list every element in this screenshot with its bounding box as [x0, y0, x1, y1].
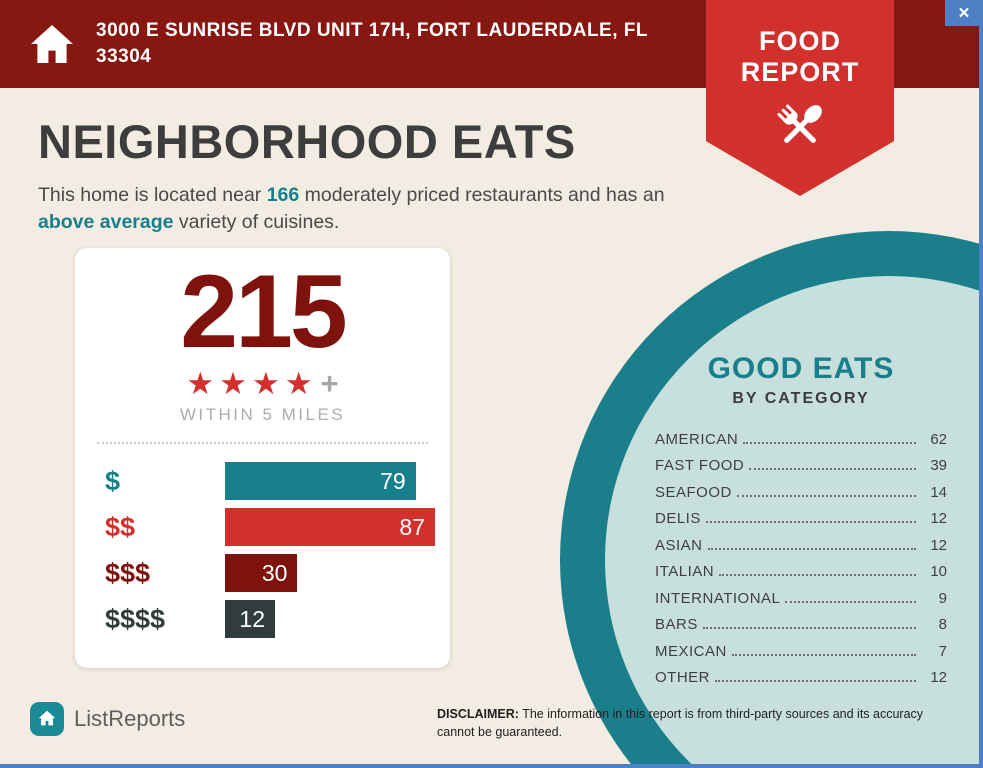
food-report-ribbon: FOOD REPORT — [706, 0, 894, 196]
listreports-logo-icon — [30, 702, 64, 736]
cuisine-name: ASIAN — [655, 536, 703, 554]
dotted-leader — [785, 600, 916, 603]
cuisine-count: 12 — [930, 536, 947, 554]
dotted-leader — [749, 468, 916, 470]
restaurant-stats-card: 215 ★★★★+ WITHIN 5 MILES $ 79 $$ 87 $$$ … — [75, 248, 450, 668]
cuisine-name: AMERICAN — [655, 430, 739, 448]
spoon-fork-icon — [769, 96, 831, 158]
variety-highlight: above average — [38, 211, 174, 234]
page-title: NEIGHBORHOOD EATS — [38, 115, 576, 168]
disclaimer-body: The information in this report is from t… — [437, 707, 924, 739]
cuisine-count: 39 — [930, 457, 947, 474]
cuisine-row: OTHER 12 — [655, 663, 947, 690]
listreports-wordmark: ListReports — [74, 706, 186, 731]
cuisine-count: 12 — [930, 510, 947, 527]
price-tier-label: $$$ — [105, 557, 151, 588]
dotted-leader — [715, 680, 916, 682]
dotted-leader — [707, 547, 916, 550]
cuisine-row: BARS 8 — [655, 610, 947, 637]
price-bar-value: 87 — [399, 513, 425, 540]
cuisine-count: 9 — [938, 589, 947, 607]
price-bar-value: 30 — [261, 559, 288, 586]
cuisine-name: INTERNATIONAL — [655, 589, 781, 607]
cuisine-name: DELIS — [655, 510, 701, 527]
disclaimer-label: DISCLAIMER: — [437, 707, 519, 721]
cuisine-row: ITALIAN 10 — [655, 557, 947, 584]
cuisine-name: BARS — [655, 616, 698, 633]
home-icon — [28, 20, 76, 68]
price-bar-row: $$$$ 12 — [105, 596, 450, 642]
cuisine-name: FAST FOOD — [655, 457, 745, 474]
cuisine-row: ASIAN 12 — [655, 530, 947, 557]
cuisine-row: FAST FOOD 39 — [655, 451, 947, 478]
intro-mid: moderately priced restaurants and has an — [299, 184, 665, 206]
good-eats-list: AMERICAN 62 FAST FOOD 39 SEAFOOD 14 DELI… — [655, 424, 947, 689]
cuisine-row: MEXICAN 7 — [655, 636, 947, 663]
price-tier-label: $ — [105, 465, 121, 496]
cuisine-name: MEXICAN — [655, 642, 727, 660]
radius-label: WITHIN 5 MILES — [179, 405, 346, 424]
price-tier-label: $$ — [105, 511, 136, 542]
cuisine-row: INTERNATIONAL 9 — [655, 583, 947, 610]
cuisine-count: 7 — [938, 642, 947, 660]
window-border-bottom — [0, 764, 983, 768]
ribbon-label-food: FOOD — [759, 26, 841, 56]
close-icon[interactable]: ✕ — [945, 0, 983, 26]
price-tier-label: $$$$ — [105, 603, 166, 634]
price-bar: 30 — [225, 554, 298, 592]
dotted-leader — [719, 574, 916, 576]
price-bar: 79 — [225, 462, 416, 500]
cuisine-count: 8 — [938, 616, 947, 633]
good-eats-subtitle: BY CATEGORY — [732, 390, 870, 407]
cuisine-count: 10 — [930, 563, 947, 580]
star-rating-icons: ★★★★ — [186, 366, 318, 401]
price-bar-value: 79 — [380, 467, 406, 494]
window-border-right — [979, 0, 983, 768]
price-bar-value: 12 — [239, 605, 265, 632]
listreports-brand: ListReports — [30, 702, 185, 736]
cuisine-count: 14 — [930, 483, 947, 501]
cuisine-name: ITALIAN — [655, 563, 715, 580]
cuisine-row: DELIS 12 — [655, 504, 947, 531]
dotted-leader — [705, 521, 916, 523]
dotted-leader — [731, 653, 916, 656]
restaurant-count: 166 — [266, 184, 300, 206]
dotted-leader — [702, 627, 916, 629]
price-bar: 12 — [225, 600, 275, 638]
dotted-divider — [97, 442, 428, 444]
cuisine-name: SEAFOOD — [655, 483, 732, 501]
price-bar-row: $$ 87 — [105, 504, 450, 550]
intro-post: variety of cuisines. — [173, 211, 340, 234]
property-address: 3000 E Sunrise Blvd Unit 17H, Fort Laude… — [96, 20, 648, 67]
intro-text: This home is located near 166 moderately… — [38, 182, 698, 237]
dotted-leader — [743, 441, 916, 444]
cuisine-count: 62 — [930, 430, 947, 448]
price-bar: 87 — [225, 508, 435, 546]
price-bar-row: $$$ 30 — [105, 550, 450, 596]
rating-row: ★★★★+ — [75, 368, 450, 399]
good-eats-panel: GOOD EATS BY CATEGORY AMERICAN 62 FAST F… — [655, 352, 947, 689]
total-restaurants: 215 — [180, 254, 348, 370]
cuisine-row: AMERICAN 62 — [655, 424, 947, 451]
dotted-leader — [736, 494, 916, 497]
ribbon-label-report: REPORT — [740, 57, 860, 88]
price-bar-row: $ 79 — [105, 458, 450, 504]
cuisine-count: 12 — [930, 669, 947, 686]
cuisine-name: OTHER — [655, 669, 710, 686]
disclaimer-text: DISCLAIMER: The information in this repo… — [437, 706, 942, 741]
intro-pre: This home is located near — [38, 184, 267, 206]
good-eats-title: GOOD EATS — [707, 352, 895, 385]
plus-sign: + — [320, 366, 339, 401]
cuisine-row: SEAFOOD 14 — [655, 477, 947, 504]
